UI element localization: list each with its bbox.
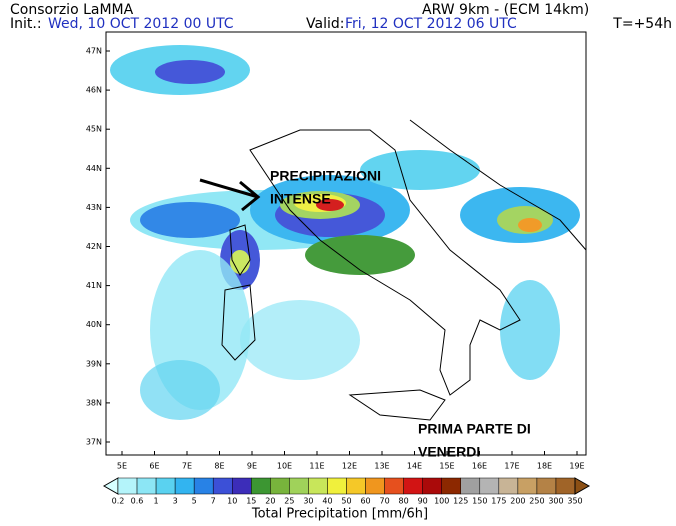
- colorbar-box: [155, 477, 176, 495]
- colorbar-label: 90: [418, 497, 428, 506]
- colorbar-label: 1: [154, 497, 159, 506]
- colorbar-box: [498, 477, 519, 495]
- lon-label: 10E: [277, 462, 292, 471]
- colorbar-box: [174, 477, 195, 495]
- lon-label: 14E: [407, 462, 422, 471]
- colorbar-box: [441, 477, 462, 495]
- colorbar-label: 3: [173, 497, 178, 506]
- lead: T=+54h: [612, 16, 672, 32]
- colorbar-label: 175: [491, 497, 506, 506]
- lon-label: 17E: [504, 462, 519, 471]
- lon-label: 9E: [247, 462, 257, 471]
- model: ARW 9km - (ECM 14km): [422, 2, 589, 18]
- precip: [110, 45, 580, 420]
- colorbar-box: [289, 477, 309, 495]
- colorbar-box: [251, 477, 271, 495]
- colorbar-end: [102, 477, 119, 495]
- lat-label: 47N: [86, 47, 102, 56]
- colorbar-label: 30: [303, 497, 313, 506]
- colorbar-label: 100: [434, 497, 449, 506]
- colorbar-label: 40: [322, 497, 332, 506]
- lon-label: 16E: [472, 462, 487, 471]
- colorbar-label: 150: [472, 497, 487, 506]
- colorbar-end: [574, 477, 591, 495]
- colorbar-label: 0.2: [112, 497, 125, 506]
- colorbar-box: [308, 477, 328, 495]
- colorbar-box: [460, 477, 481, 495]
- colorbar-label: 300: [548, 497, 563, 506]
- init-label: Init.:: [10, 16, 42, 32]
- lat-label: 38N: [86, 398, 102, 407]
- valid-label: Valid:: [306, 16, 344, 32]
- colorbar-label: 80: [399, 497, 409, 506]
- colorbar-box: [422, 477, 442, 495]
- lon-label: 13E: [374, 462, 389, 471]
- map: [105, 31, 587, 456]
- colorbar-label: 50: [341, 497, 351, 506]
- annotations: PRECIPITAZIONI INTENSE PRIMA PARTE DI VENER…: [270, 168, 531, 460]
- colorbar-box: [365, 477, 385, 495]
- lat-label: 37N: [86, 438, 102, 447]
- colorbar-label: 350: [567, 497, 582, 506]
- colorbar-label: 125: [453, 497, 468, 506]
- colorbar-label: 200: [510, 497, 525, 506]
- colorbar-box: [212, 477, 233, 495]
- valid: Fri, 12 OCT 2012 06 UTC: [345, 16, 517, 32]
- colorbar-title: Total Precipitation [mm/6h]: [251, 507, 428, 522]
- lon-label: 15E: [439, 462, 454, 471]
- annotation: INTENSE: [270, 191, 331, 207]
- lon-label: 19E: [569, 462, 584, 471]
- lon-label: 7E: [182, 462, 192, 471]
- lat-label: 45N: [86, 125, 102, 134]
- lat-label: 41N: [86, 281, 102, 290]
- annotation: PRECIPITAZIONI: [270, 168, 381, 184]
- arrow: [199, 178, 261, 212]
- colorbar-label: 25: [284, 497, 294, 506]
- lat-label: 46N: [86, 86, 102, 95]
- annotation: PRIMA PARTE DI: [418, 421, 531, 437]
- colorbar-label: 5: [192, 497, 197, 506]
- lat-label: 43N: [86, 203, 102, 212]
- colorbar-label: 60: [360, 497, 370, 506]
- lon-label: 8E: [214, 462, 224, 471]
- lat-label: 39N: [86, 359, 102, 368]
- colorbar-box: [517, 477, 538, 495]
- islands: [221, 224, 446, 421]
- coastline: [249, 129, 521, 396]
- lon-label: 11E: [309, 462, 324, 471]
- colorbar-label: 70: [379, 497, 389, 506]
- colorbar-box: [536, 477, 557, 495]
- lon-label: 5E: [117, 462, 127, 471]
- colorbar-box: [555, 477, 576, 495]
- init: Wed, 10 OCT 2012 00 UTC: [48, 16, 234, 32]
- annotation: VENERDI: [418, 444, 480, 460]
- lat-label: 40N: [86, 320, 102, 329]
- colorbar-box: [384, 477, 404, 495]
- lat-label: 42N: [86, 242, 102, 251]
- lon-label: 12E: [342, 462, 357, 471]
- org: Consorzio LaMMA: [10, 2, 134, 18]
- colorbar-label: 10: [227, 497, 237, 506]
- colorbar-box: [193, 477, 214, 495]
- colorbar-label: 15: [246, 497, 256, 506]
- colorbar-box: [403, 477, 423, 495]
- colorbar-box: [136, 477, 157, 495]
- colorbar-label: 20: [265, 497, 275, 506]
- colorbar-label: 0.6: [131, 497, 144, 506]
- lon-label: 6E: [149, 462, 159, 471]
- colorbar-box: [346, 477, 366, 495]
- colorbar-box: [327, 477, 347, 495]
- colorbar-box: [232, 477, 252, 495]
- colorbar-box: [479, 477, 500, 495]
- colorbar-box: [117, 477, 138, 495]
- lat-label: 44N: [86, 164, 102, 173]
- colorbar-label: 7: [211, 497, 216, 506]
- colorbar-box: [270, 477, 290, 495]
- colorbar-label: 250: [529, 497, 544, 506]
- lon-label: 18E: [537, 462, 552, 471]
- coastline-east: [409, 119, 587, 251]
